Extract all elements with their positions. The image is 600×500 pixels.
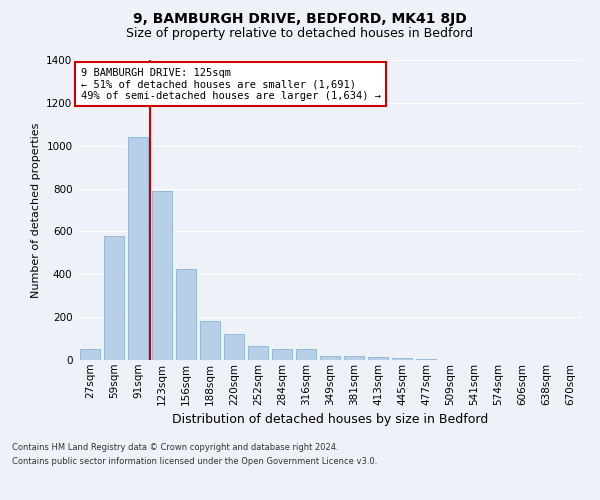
- Bar: [320, 356, 340, 360]
- Text: 9, BAMBURGH DRIVE, BEDFORD, MK41 8JD: 9, BAMBURGH DRIVE, BEDFORD, MK41 8JD: [133, 12, 467, 26]
- Text: 9 BAMBURGH DRIVE: 125sqm
← 51% of detached houses are smaller (1,691)
49% of sem: 9 BAMBURGH DRIVE: 125sqm ← 51% of detach…: [80, 68, 380, 100]
- Bar: [152, 190, 172, 360]
- X-axis label: Distribution of detached houses by size in Bedford: Distribution of detached houses by size …: [172, 413, 488, 426]
- Text: Size of property relative to detached houses in Bedford: Size of property relative to detached ho…: [127, 28, 473, 40]
- Bar: [344, 356, 364, 360]
- Bar: [272, 350, 292, 360]
- Bar: [392, 358, 412, 360]
- Bar: [200, 321, 220, 360]
- Bar: [176, 269, 196, 360]
- Bar: [368, 357, 388, 360]
- Text: Contains public sector information licensed under the Open Government Licence v3: Contains public sector information licen…: [12, 458, 377, 466]
- Bar: [80, 350, 100, 360]
- Bar: [128, 137, 148, 360]
- Bar: [104, 236, 124, 360]
- Bar: [296, 350, 316, 360]
- Text: Contains HM Land Registry data © Crown copyright and database right 2024.: Contains HM Land Registry data © Crown c…: [12, 442, 338, 452]
- Bar: [248, 346, 268, 360]
- Y-axis label: Number of detached properties: Number of detached properties: [31, 122, 41, 298]
- Bar: [224, 334, 244, 360]
- Bar: [416, 359, 436, 360]
